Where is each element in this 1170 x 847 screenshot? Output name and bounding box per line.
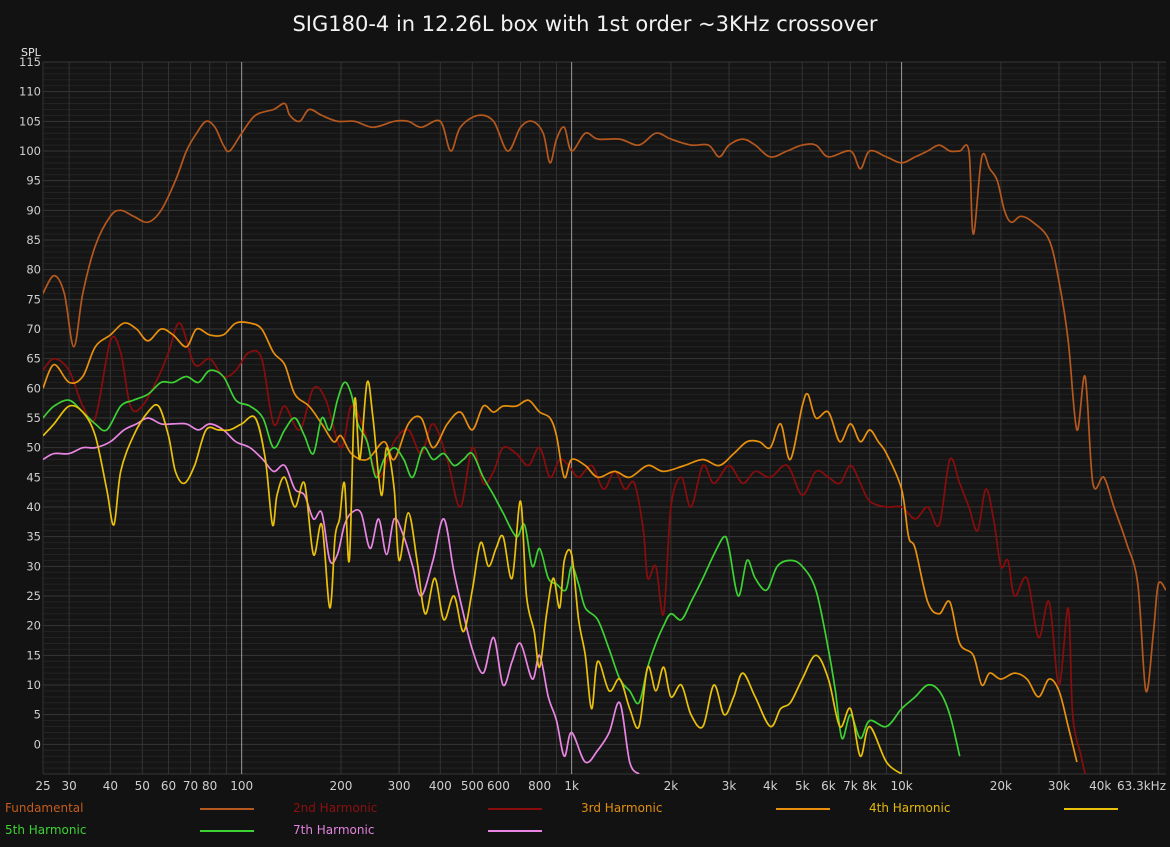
legend-item: 7th Harmonic — [293, 820, 573, 842]
x-tick-label: 200 — [330, 779, 353, 793]
legend: Fundamental 2nd Harmonic 3rd Harmonic 4th H… — [0, 798, 1170, 842]
x-tick-label: 20k — [990, 779, 1012, 793]
x-tick-label: 80 — [202, 779, 217, 793]
y-tick-label: 90 — [26, 203, 41, 217]
legend-item: 4th Harmonic — [869, 798, 1149, 820]
y-tick-labels: 0 5 10 15 20 25 30 35 40 45 50 55 60 65 70 75 80 85 90 95 10… — [19, 55, 41, 751]
series-line-3rd-harmonic — [43, 321, 1078, 763]
y-tick-label: 40 — [26, 500, 41, 514]
legend-label: 5th Harmonic — [5, 823, 87, 837]
x-tick-label: 2k — [664, 779, 679, 793]
x-tick-label: 25 — [35, 779, 50, 793]
x-tick-label: 63.3kHz — [1117, 779, 1166, 793]
x-tick-label: 8k — [862, 779, 877, 793]
series-line-4th-harmonic — [43, 380, 903, 774]
x-tick-label: 4k — [763, 779, 778, 793]
legend-swatch — [1064, 808, 1118, 810]
y-tick-label: 105 — [19, 114, 41, 128]
y-tick-label: 75 — [26, 292, 41, 306]
y-tick-label: 55 — [26, 411, 41, 425]
x-tick-label: 30k — [1048, 779, 1070, 793]
y-tick-label: 50 — [26, 441, 41, 455]
y-tick-label: 100 — [19, 144, 41, 158]
y-tick-label: 35 — [26, 530, 41, 544]
x-tick-label: 600 — [487, 779, 510, 793]
legend-item: 5th Harmonic — [5, 820, 285, 842]
minor-grid — [43, 67, 1166, 769]
x-tick-label: 7k — [843, 779, 858, 793]
y-tick-label: 80 — [26, 263, 41, 277]
x-tick-label: 6k — [821, 779, 836, 793]
legend-swatch — [488, 808, 542, 810]
legend-label: 7th Harmonic — [293, 823, 375, 837]
chart-title: SIG180-4 in 12.26L box with 1st order ~3… — [292, 12, 877, 36]
legend-item: 2nd Harmonic — [293, 798, 573, 820]
y-tick-label: 0 — [34, 737, 41, 751]
x-tick-label: 400 — [429, 779, 452, 793]
x-tick-label: 40k — [1089, 779, 1111, 793]
y-tick-label: 60 — [26, 381, 41, 395]
legend-item: Fundamental — [5, 798, 285, 820]
x-tick-label: 40 — [103, 779, 118, 793]
y-tick-label: 115 — [19, 55, 41, 69]
series-line-fundamental — [43, 102, 1166, 693]
x-tick-label: 5k — [795, 779, 810, 793]
x-tick-labels: 25 30 40 50 60 70 80 100 200 300 400 500 600 800 1k 2k 3… — [35, 779, 1166, 793]
x-tick-label: 800 — [528, 779, 551, 793]
legend-label: 4th Harmonic — [869, 801, 951, 815]
y-tick-label: 65 — [26, 352, 41, 366]
y-tick-label: 95 — [26, 174, 41, 188]
x-tick-label: 50 — [135, 779, 150, 793]
legend-label: 3rd Harmonic — [581, 801, 663, 815]
y-tick-label: 15 — [26, 648, 41, 662]
y-axis-label: SPL — [21, 46, 42, 59]
legend-label: Fundamental — [5, 801, 84, 815]
x-tick-label: 3k — [722, 779, 737, 793]
x-tick-label: 10k — [890, 779, 912, 793]
x-tick-label: 30 — [61, 779, 76, 793]
legend-swatch — [776, 808, 830, 810]
y-tick-label: 20 — [26, 619, 41, 633]
y-tick-label: 110 — [19, 85, 41, 99]
y-tick-label: 30 — [26, 559, 41, 573]
x-tick-label: 500 — [461, 779, 484, 793]
y-tick-label: 45 — [26, 470, 41, 484]
y-tick-label: 85 — [26, 233, 41, 247]
x-tick-label: 100 — [230, 779, 253, 793]
y-tick-label: 5 — [34, 708, 41, 722]
series-group — [43, 102, 1166, 774]
legend-item: 3rd Harmonic — [581, 798, 861, 820]
series-line-5th-harmonic — [43, 369, 961, 757]
x-tick-label: 70 — [183, 779, 198, 793]
x-tick-label: 300 — [388, 779, 411, 793]
legend-label: 2nd Harmonic — [293, 801, 378, 815]
legend-swatch — [488, 830, 542, 832]
y-tick-label: 10 — [26, 678, 41, 692]
series-line-7th-harmonic — [43, 417, 640, 774]
y-tick-label: 25 — [26, 589, 41, 603]
legend-swatch — [200, 808, 254, 810]
x-tick-label: 1k — [564, 779, 579, 793]
legend-swatch — [200, 830, 254, 832]
x-tick-label: 60 — [161, 779, 176, 793]
y-tick-label: 70 — [26, 322, 41, 336]
